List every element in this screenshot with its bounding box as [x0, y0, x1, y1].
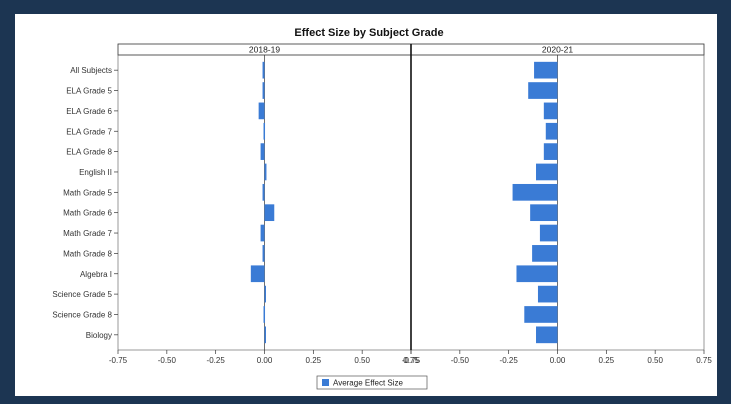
y-tick-label: Math Grade 5 — [63, 188, 112, 197]
bar-biology — [536, 326, 558, 344]
bar-ela-grade-8 — [543, 143, 558, 160]
y-axis: All Subjects ELA Grade 5 ELA Grade 6 ELA Gr… — [52, 66, 118, 340]
bar-science-grade-8 — [263, 306, 266, 323]
bar-math-grade-8 — [532, 245, 558, 262]
bar-english-ii — [536, 163, 558, 181]
x-tick-label: 0.50 — [354, 356, 370, 365]
bar-english-ii — [264, 163, 267, 181]
y-tick-label: English II — [79, 168, 112, 177]
bar-math-grade-7 — [260, 224, 265, 242]
y-tick-label: ELA Grade 8 — [66, 148, 112, 157]
x-tick-label: -0.25 — [207, 356, 226, 365]
bar-science-grade-5 — [537, 285, 558, 303]
x-tick-label: -0.75 — [402, 356, 421, 365]
facet-panel-2020-21: 2020-21 -0.75 -0.50 -0.25 0.00 0.25 0.50 0.75 — [402, 43, 712, 365]
x-tick-label: 0.75 — [403, 356, 419, 365]
bar-science-grade-5 — [264, 285, 266, 303]
y-tick-label: Math Grade 8 — [63, 249, 112, 258]
x-tick-label: -0.25 — [500, 356, 519, 365]
bar-all-subjects — [534, 61, 558, 79]
bar-math-grade-6 — [530, 204, 558, 222]
chart: Effect Size by Subject Grade 2018-19 -0.7… — [52, 27, 712, 390]
x-tick-label: 0.75 — [696, 356, 712, 365]
y-tick-label: All Subjects — [70, 66, 112, 75]
x-tick-label: 0.00 — [257, 356, 273, 365]
bar-ela-grade-8 — [260, 143, 265, 160]
bar-all-subjects — [262, 61, 265, 79]
chart-card: Effect Size by Subject Grade 2018-19 -0.7… — [15, 14, 717, 396]
bar-biology — [264, 326, 266, 344]
y-tick-label: ELA Grade 5 — [66, 87, 112, 96]
facet-header-label: 2020-21 — [542, 45, 573, 55]
bar-math-grade-5 — [512, 183, 558, 201]
legend: Average Effect Size — [316, 375, 428, 390]
chart-title: Effect Size by Subject Grade — [294, 27, 443, 39]
x-tick-label: 0.25 — [306, 356, 322, 365]
facets-layer: 2018-19-0.75 -0.50 -0.25 0.00 0.25 0.50 0.7520… — [109, 43, 712, 365]
bar-algebra-i — [250, 265, 265, 283]
facet-header-label: 2018-19 — [249, 45, 280, 55]
bar-ela-grade-6 — [258, 102, 265, 120]
legend-swatch — [322, 379, 329, 386]
facet-panel-2018-19: 2018-19 -0.75 -0.50 -0.25 0.00 0.25 0.50 0.75 — [109, 43, 419, 365]
x-tick-label: -0.50 — [158, 356, 177, 365]
y-tick-label: Math Grade 6 — [63, 209, 112, 218]
y-tick-label: ELA Grade 6 — [66, 107, 112, 116]
bar-math-grade-6 — [264, 204, 275, 222]
bar-ela-grade-7 — [263, 122, 266, 140]
legend-label: Average Effect Size — [333, 379, 404, 388]
x-tick-label: -0.50 — [451, 356, 470, 365]
bar-math-grade-5 — [262, 183, 265, 201]
y-tick-label: Science Grade 5 — [52, 290, 112, 299]
bar-science-grade-8 — [524, 306, 558, 323]
bar-ela-grade-7 — [545, 122, 558, 140]
bar-ela-grade-6 — [543, 102, 558, 120]
y-tick-label: ELA Grade 7 — [66, 127, 112, 136]
y-tick-label: Biology — [86, 331, 112, 340]
bar-ela-grade-5 — [262, 82, 265, 99]
y-tick-label: Science Grade 8 — [52, 310, 112, 319]
legend-box — [316, 375, 428, 390]
y-tick-label: Math Grade 7 — [63, 229, 112, 238]
bar-math-grade-8 — [262, 245, 265, 262]
x-tick-label: 0.25 — [599, 356, 615, 365]
bar-math-grade-7 — [539, 224, 558, 242]
x-tick-label: 0.00 — [550, 356, 566, 365]
bar-ela-grade-5 — [528, 82, 558, 99]
x-tick-label: -0.75 — [109, 356, 128, 365]
bar-algebra-i — [516, 265, 558, 283]
y-tick-label: Algebra I — [80, 270, 112, 279]
x-tick-label: 0.50 — [647, 356, 663, 365]
